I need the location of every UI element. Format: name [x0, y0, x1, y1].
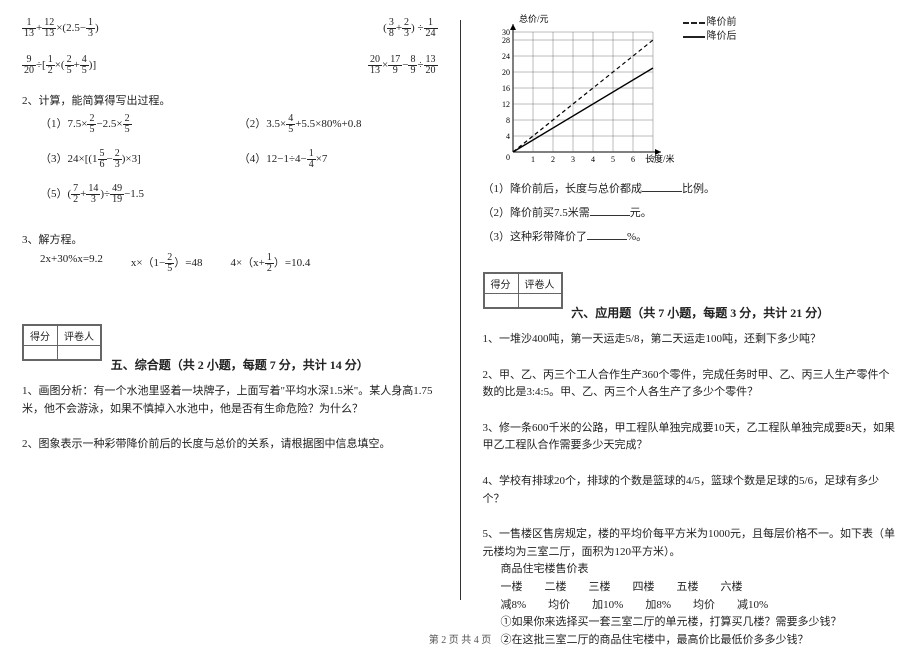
q3-heading: 3、解方程。: [22, 231, 438, 247]
q3-expressions: 2x+30%x=9.2 x×（1−25）=48 4×（x+12）=10.4: [40, 253, 438, 274]
exam-page: 113+1213×(2.5−13) (38+23) ÷124 920÷[12×(…: [0, 0, 920, 620]
svg-text:20: 20: [502, 68, 510, 77]
price-table-row2: 减8% 均价 加10% 加8% 均价 减10%: [501, 597, 899, 615]
svg-text:长度/米: 长度/米: [645, 153, 675, 164]
score-label: 得分: [24, 326, 58, 346]
app5-sub1: ①如果你来选择买一套三室二厅的单元楼，打算买几楼？需要多少钱？: [501, 614, 899, 632]
grader-label: 评卷人: [518, 274, 561, 294]
q2-row2: （3）24×[(156−23)×3] （4）12−1÷4−14×7: [40, 149, 438, 170]
left-column: 113+1213×(2.5−13) (38+23) ÷124 920÷[12×(…: [0, 0, 460, 620]
q2-4: （4）12−1÷4−14×7: [239, 149, 438, 170]
q2-2: （2）3.5×45+5.5×80%+0.8: [239, 114, 438, 135]
svg-text:0: 0: [506, 153, 510, 162]
section6-title: 六、应用题（共 7 小题，每题 3 分，共计 21 分）: [571, 304, 829, 321]
svg-text:总价/元: 总价/元: [519, 13, 549, 24]
svg-text:12: 12: [502, 100, 510, 109]
price-table-row1: 一楼 二楼 三楼 四楼 五楼 六楼: [501, 579, 899, 597]
score-box-left: 得分评卷人: [22, 324, 102, 361]
svg-text:3: 3: [571, 155, 575, 164]
expr-2a: 920÷[12×(25+45)]: [22, 55, 96, 76]
app-q3: 3、修一条600千米的公路，甲工程队单独完成要10天，乙工程队单独完成要8天，如…: [483, 420, 899, 455]
score-box-right: 得分评卷人: [483, 272, 563, 309]
expr-1b: (38+23) ÷124: [383, 18, 437, 39]
chart-legend: 降价前 降价后: [683, 16, 737, 44]
svg-text:30: 30: [502, 28, 510, 37]
svg-text:5: 5: [611, 155, 615, 164]
page-footer: 第 2 页 共 4 页: [0, 631, 920, 646]
svg-text:28: 28: [502, 36, 510, 45]
svg-text:1: 1: [531, 155, 535, 164]
price-chart: 4812162024283012345670总价/元长度/米: [483, 12, 683, 172]
expr-2b: 2013×179−89÷1320: [368, 55, 437, 76]
right-column: 4812162024283012345670总价/元长度/米 降价前 降价后 （…: [461, 0, 920, 620]
sec5-q1: 1、画图分析：有一个水池里竖着一块牌子，上面写着"平均水深1.5米"。某人身高1…: [22, 383, 438, 418]
blank-q3: （3）这种彩带降价了%。: [483, 228, 899, 244]
score-label: 得分: [484, 274, 518, 294]
blank-q2: （2）降价前买7.5米需元。: [483, 204, 899, 220]
expr-row-1: 113+1213×(2.5−13) (38+23) ÷124: [22, 18, 438, 39]
dash-icon: [683, 22, 705, 24]
svg-text:16: 16: [502, 84, 510, 93]
app-q4: 4、学校有排球20个，排球的个数是篮球的4/5，篮球个数是足球的5/6，足球有多…: [483, 473, 899, 508]
q2-3: （3）24×[(156−23)×3]: [40, 149, 239, 170]
svg-text:8: 8: [506, 116, 510, 125]
sec5-q2: 2、图象表示一种彩带降价前后的长度与总价的关系，请根据图中信息填空。: [22, 436, 438, 454]
section5-title: 五、综合题（共 2 小题，每题 7 分，共计 14 分）: [111, 356, 369, 373]
svg-text:4: 4: [591, 155, 595, 164]
q2-heading: 2、计算，能简算得写出过程。: [22, 92, 438, 108]
q3b: x×（1−25）=48: [131, 253, 203, 274]
q2-5: （5）(72+143)÷4919−1.5: [40, 184, 438, 205]
q2-row1: （1）7.5×25−2.5×25 （2）3.5×45+5.5×80%+0.8: [40, 114, 438, 135]
blank-q1: （1）降价前后，长度与总价都成比例。: [483, 180, 899, 196]
legend-after: 降价后: [707, 31, 737, 42]
q3a: 2x+30%x=9.2: [40, 253, 103, 274]
expr-row-2: 920÷[12×(25+45)] 2013×179−89÷1320: [22, 55, 438, 76]
q2-1: （1）7.5×25−2.5×25: [40, 114, 239, 135]
price-table-title: 商品住宅楼售价表: [501, 561, 899, 579]
svg-text:2: 2: [551, 155, 555, 164]
chart-container: 4812162024283012345670总价/元长度/米 降价前 降价后: [483, 12, 899, 172]
q3c: 4×（x+12）=10.4: [230, 253, 310, 274]
svg-text:6: 6: [631, 155, 635, 164]
svg-text:4: 4: [506, 132, 510, 141]
solid-icon: [683, 36, 705, 38]
legend-before: 降价前: [707, 17, 737, 28]
app-q1: 1、一堆沙400吨，第一天运走5/8，第二天运走100吨，还剩下多少吨？: [483, 331, 899, 349]
app-q2: 2、甲、乙、丙三个工人合作生产360个零件，完成任务时甲、乙、丙三人生产零件个数…: [483, 367, 899, 402]
grader-label: 评卷人: [58, 326, 101, 346]
expr-1a: 113+1213×(2.5−13): [22, 18, 99, 39]
svg-text:24: 24: [502, 52, 510, 61]
